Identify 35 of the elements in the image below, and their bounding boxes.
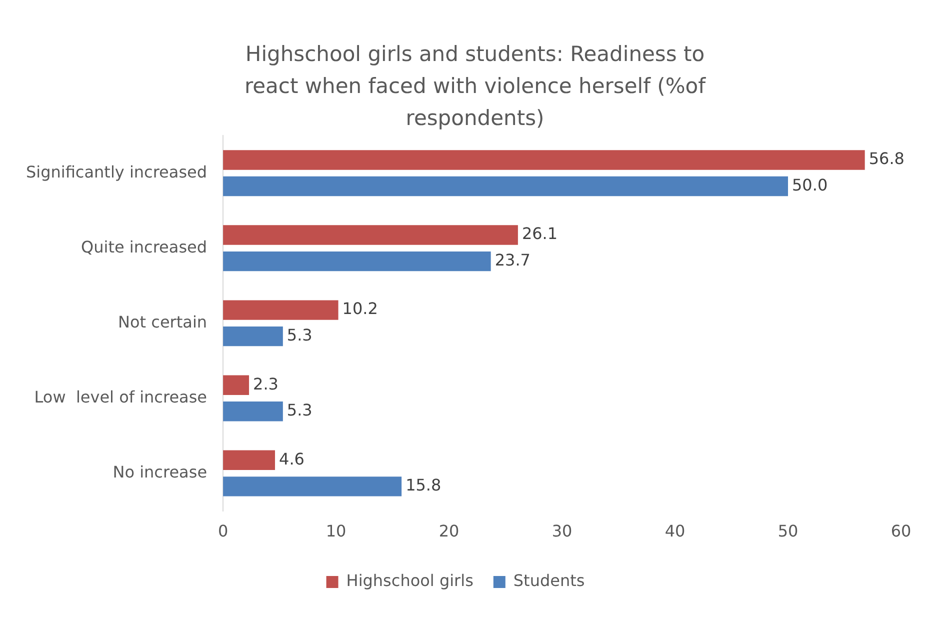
- bar: [223, 326, 283, 346]
- bar: [223, 251, 491, 272]
- data-label: 15.8: [406, 476, 442, 495]
- bar: [223, 176, 788, 196]
- bar: [223, 450, 276, 470]
- y-tick-label: No increase: [112, 462, 208, 482]
- chart-title: Highschool girls and students: Readiness to react when faced with violence herself (%of respondents): [243, 41, 707, 132]
- x-tick-label: 0: [218, 522, 228, 541]
- x-tick-label: 20: [438, 522, 460, 541]
- data-label: 4.6: [279, 449, 304, 468]
- bar: [223, 225, 518, 245]
- data-label: 5.3: [286, 325, 312, 344]
- bar: [223, 476, 402, 496]
- bar: [223, 375, 250, 395]
- x-tick-label: 50: [778, 522, 798, 541]
- x-tick-label: 30: [552, 522, 572, 541]
- data-label: 56.8: [868, 149, 904, 168]
- data-label: 5.3: [286, 400, 312, 420]
- data-label: 50.0: [792, 175, 828, 194]
- data-label: 10.2: [342, 299, 378, 318]
- bar: [223, 402, 283, 422]
- bar: [223, 300, 338, 320]
- y-tick-label: Low level of increase: [34, 387, 208, 406]
- x-tick-label: 10: [326, 522, 346, 541]
- bar: [223, 150, 865, 170]
- y-tick-label: Quite increased: [81, 237, 208, 256]
- legend-label: Students: [513, 571, 585, 590]
- data-label: 2.3: [253, 374, 278, 394]
- y-tick-label: Significantly increased: [26, 162, 208, 182]
- x-tick-label: 40: [664, 522, 686, 541]
- data-label: 23.7: [494, 250, 530, 270]
- y-tick-label: Not certain: [118, 312, 208, 332]
- legend-label: Highschool girls: [346, 571, 474, 590]
- x-tick-label: 60: [890, 522, 912, 541]
- data-label: 26.1: [522, 224, 558, 244]
